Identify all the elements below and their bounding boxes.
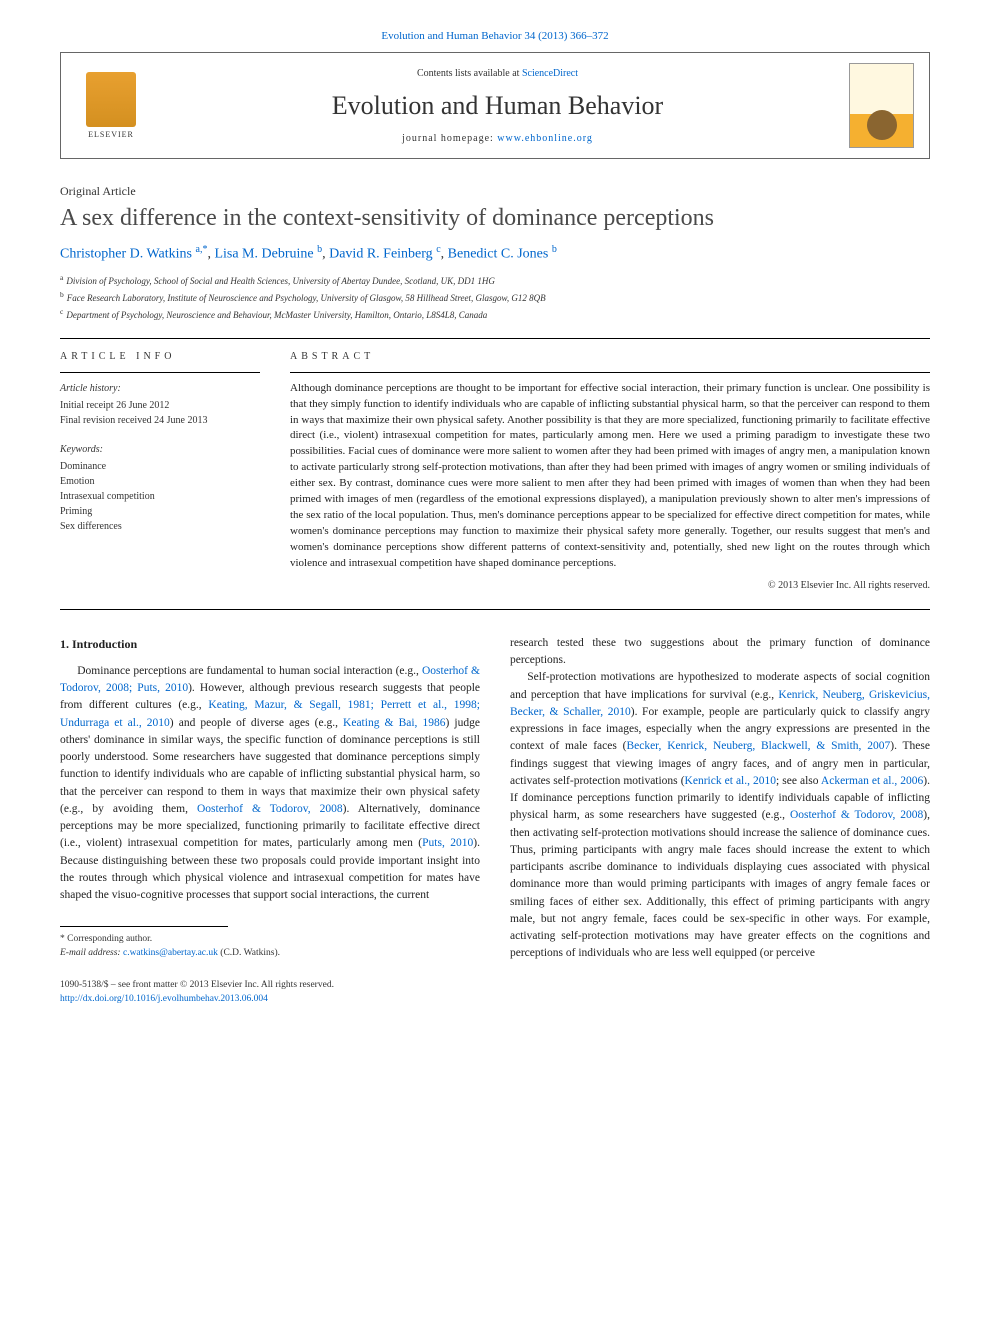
email-suffix: (C.D. Watkins).: [218, 948, 280, 958]
body-text: ), then activating self-protection motiv…: [510, 809, 930, 959]
elsevier-label: ELSEVIER: [88, 130, 134, 139]
keywords-label: Keywords:: [60, 442, 260, 457]
contents-lists-line: Contents lists available at ScienceDirec…: [146, 68, 849, 79]
author-link[interactable]: Benedict C. Jones: [448, 247, 552, 262]
citation-link[interactable]: Kenrick et al., 2010: [685, 775, 777, 787]
article-history-block: Article history: Initial receipt 26 June…: [60, 381, 260, 428]
email-line: E-mail address: c.watkins@abertay.ac.uk …: [60, 947, 480, 960]
body-text: Dominance perceptions are fundamental to…: [77, 665, 422, 677]
citation-link[interactable]: Puts, 2010: [422, 837, 473, 849]
homepage-line: journal homepage: www.ehbonline.org: [146, 133, 849, 144]
author-list: Christopher D. Watkins a,*, Lisa M. Debr…: [60, 244, 930, 263]
affiliation-line: bFace Research Laboratory, Institute of …: [60, 290, 930, 303]
homepage-link[interactable]: www.ehbonline.org: [497, 133, 593, 144]
body-text: ) judge others' dominance in similar way…: [60, 717, 480, 815]
history-line: Final revision received 24 June 2013: [60, 413, 260, 428]
elsevier-logo[interactable]: ELSEVIER: [76, 66, 146, 146]
info-abstract-row: ARTICLE INFO Article history: Initial re…: [60, 351, 930, 591]
affiliation-line: aDivision of Psychology, School of Socia…: [60, 273, 930, 286]
article-title: A sex difference in the context-sensitiv…: [60, 205, 930, 232]
author-link[interactable]: Lisa M. Debruine: [214, 247, 317, 262]
keyword: Dominance: [60, 459, 260, 474]
body-paragraph: Dominance perceptions are fundamental to…: [60, 663, 480, 905]
doi-link[interactable]: http://dx.doi.org/10.1016/j.evolhumbehav…: [60, 994, 268, 1004]
contents-prefix: Contents lists available at: [417, 68, 522, 79]
article-info-column: ARTICLE INFO Article history: Initial re…: [60, 351, 260, 591]
article-info-label: ARTICLE INFO: [60, 351, 260, 362]
section-divider: [60, 609, 930, 610]
corresponding-label: * Corresponding author.: [60, 933, 480, 946]
keyword: Emotion: [60, 474, 260, 489]
email-label: E-mail address:: [60, 948, 123, 958]
author-link[interactable]: Christopher D. Watkins: [60, 247, 196, 262]
footer-block: 1090-5138/$ – see front matter © 2013 El…: [60, 978, 480, 1007]
body-paragraph: Self-protection motivations are hypothes…: [510, 669, 930, 962]
body-text: ) and people of diverse ages (e.g.,: [170, 717, 343, 729]
citation-link[interactable]: Becker, Kenrick, Neuberg, Blackwell, & S…: [626, 740, 890, 752]
sciencedirect-link[interactable]: ScienceDirect: [522, 68, 578, 79]
keyword: Sex differences: [60, 519, 260, 534]
abstract-column: ABSTRACT Although dominance perceptions …: [290, 351, 930, 591]
affiliation-text: Division of Psychology, School of Social…: [66, 276, 495, 286]
body-text: ; see also: [776, 775, 821, 787]
abstract-divider: [290, 372, 930, 373]
info-divider: [60, 372, 260, 373]
history-line: Initial receipt 26 June 2012: [60, 398, 260, 413]
body-column-left: 1. Introduction Dominance perceptions ar…: [60, 635, 480, 1007]
citation-link[interactable]: Oosterhof & Todorov, 2008: [197, 803, 343, 815]
section-heading: 1. Introduction: [60, 635, 480, 653]
author-sep: ,: [441, 247, 448, 262]
article-type: Original Article: [60, 184, 930, 199]
front-matter-line: 1090-5138/$ – see front matter © 2013 El…: [60, 978, 480, 992]
citation-link[interactable]: Keating & Bai, 1986: [343, 717, 445, 729]
journal-header-box: ELSEVIER Contents lists available at Sci…: [60, 52, 930, 159]
citation-link[interactable]: Ackerman et al., 2006: [821, 775, 923, 787]
affiliation-text: Department of Psychology, Neuroscience a…: [66, 310, 487, 320]
citation-link[interactable]: Oosterhof & Todorov, 2008: [790, 809, 923, 821]
corresponding-author-footnote: * Corresponding author. E-mail address: …: [60, 933, 480, 960]
footnote-divider: [60, 926, 228, 927]
homepage-prefix: journal homepage:: [402, 133, 497, 144]
keywords-block: Keywords: Dominance Emotion Intrasexual …: [60, 442, 260, 534]
journal-name: Evolution and Human Behavior: [146, 91, 849, 121]
journal-cover-thumbnail[interactable]: [849, 63, 914, 148]
keyword: Priming: [60, 504, 260, 519]
author-link[interactable]: David R. Feinberg: [329, 247, 436, 262]
journal-citation[interactable]: Evolution and Human Behavior 34 (2013) 3…: [60, 30, 930, 42]
body-column-right: research tested these two suggestions ab…: [510, 635, 930, 1007]
affil-sup: b: [552, 244, 557, 255]
abstract-text: Although dominance perceptions are thoug…: [290, 381, 930, 572]
body-columns: 1. Introduction Dominance perceptions ar…: [60, 635, 930, 1007]
email-link[interactable]: c.watkins@abertay.ac.uk: [123, 948, 218, 958]
body-paragraph: research tested these two suggestions ab…: [510, 635, 930, 670]
elsevier-tree-icon: [86, 72, 136, 127]
abstract-label: ABSTRACT: [290, 351, 930, 362]
affiliation-text: Face Research Laboratory, Institute of N…: [67, 293, 546, 303]
keyword: Intrasexual competition: [60, 489, 260, 504]
header-center: Contents lists available at ScienceDirec…: [146, 68, 849, 144]
section-divider: [60, 338, 930, 339]
affiliation-line: cDepartment of Psychology, Neuroscience …: [60, 307, 930, 320]
abstract-copyright: © 2013 Elsevier Inc. All rights reserved…: [290, 580, 930, 591]
history-label: Article history:: [60, 381, 260, 396]
